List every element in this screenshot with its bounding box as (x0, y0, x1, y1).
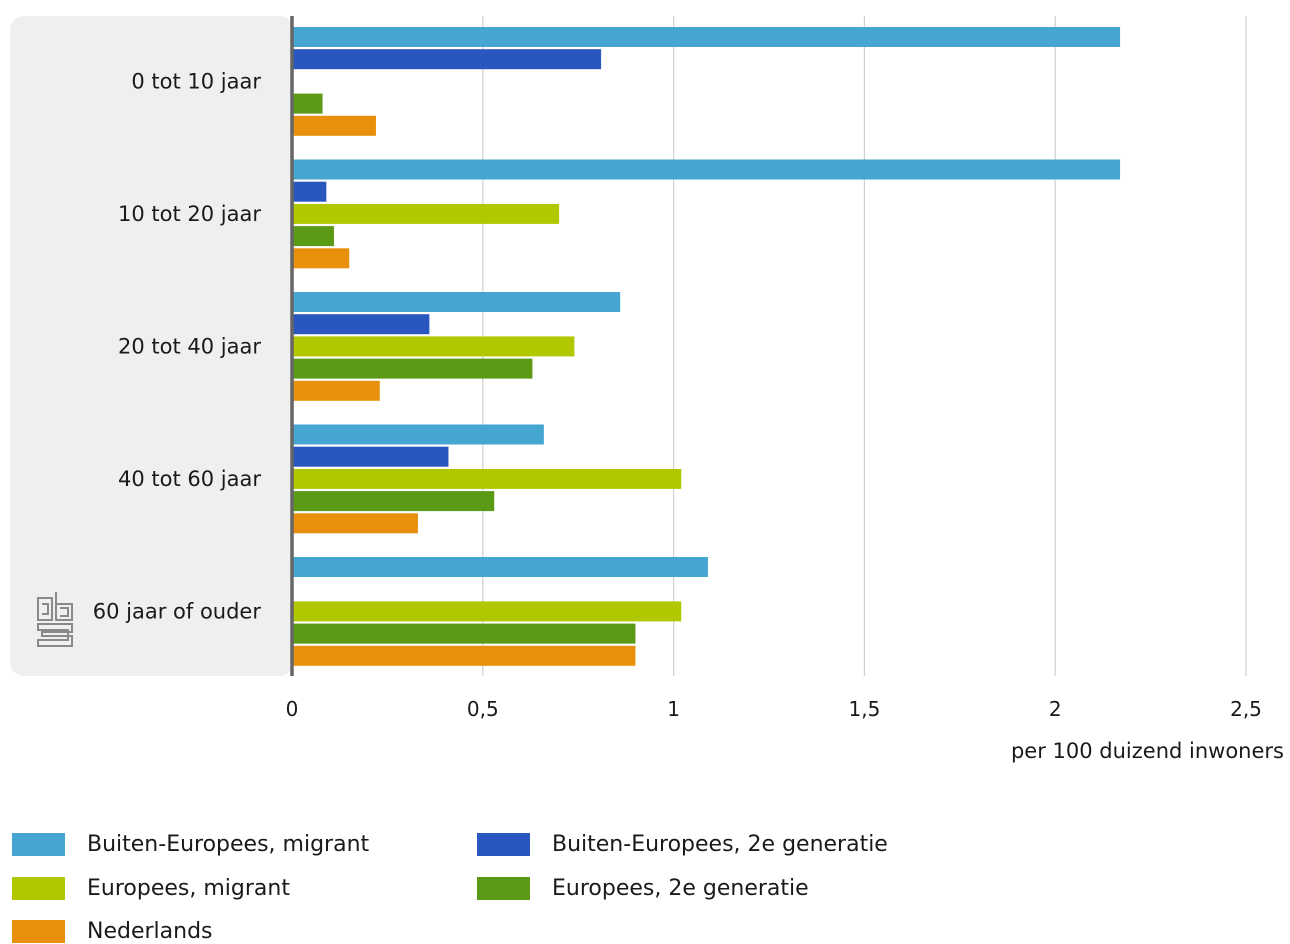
x-axis-title: per 100 duizend inwoners (1011, 739, 1284, 763)
legend-swatch (12, 832, 65, 856)
bar (293, 181, 327, 202)
bar (293, 468, 682, 489)
x-tick-label: 1 (667, 697, 680, 721)
legend-swatch (477, 876, 530, 900)
x-tick-label: 1,5 (848, 697, 880, 721)
bar (293, 491, 495, 512)
legend-swatch (12, 919, 65, 943)
legend-swatch (12, 876, 65, 900)
x-tick-labels: 0 0,5 1 1,5 2 2,5 (286, 697, 1262, 721)
bars (293, 27, 1121, 666)
legend-label: Buiten-Europees, migrant (87, 831, 370, 857)
category-label: 60 jaar of ouder (93, 600, 262, 624)
cbs-logo-icon (37, 592, 73, 647)
x-tick-label: 0,5 (467, 697, 499, 721)
bar (293, 93, 323, 114)
bar (293, 557, 708, 577)
bar (293, 203, 560, 224)
legend-item: Nederlands (12, 918, 213, 944)
category-label: 10 tot 20 jaar (118, 202, 261, 226)
x-tick-label: 2 (1049, 697, 1062, 721)
bar (293, 380, 380, 401)
x-tick-label: 2,5 (1230, 697, 1262, 721)
bar (293, 49, 602, 70)
legend-item: Buiten-Europees, 2e generatie (477, 831, 888, 857)
bar (293, 424, 544, 445)
legend-label: Europees, migrant (87, 875, 290, 901)
category-label: 20 tot 40 jaar (118, 335, 261, 359)
category-label: 40 tot 60 jaar (118, 467, 261, 491)
bar (293, 292, 621, 312)
bar-chart: 0 tot 10 jaar 10 tot 20 jaar 20 tot 40 jaa… (10, 16, 1284, 763)
legend-label: Buiten-Europees, 2e generatie (552, 831, 888, 857)
bar (293, 358, 533, 379)
bar (293, 645, 636, 666)
legend-label: Europees, 2e generatie (552, 875, 809, 901)
legend: Buiten-Europees, migrant Buiten-Europees,… (12, 826, 1012, 944)
legend-label: Nederlands (87, 918, 213, 944)
bar (293, 248, 350, 269)
legend-swatch (477, 832, 530, 856)
x-tick-label: 0 (286, 697, 299, 721)
category-panel (10, 16, 294, 676)
legend-item: Europees, 2e generatie (477, 875, 809, 901)
bar (293, 446, 449, 467)
bar (293, 226, 334, 247)
category-labels: 0 tot 10 jaar 10 tot 20 jaar 20 tot 40 jaa… (93, 70, 262, 624)
bar (293, 159, 1121, 180)
legend-item: Europees, migrant (12, 875, 290, 901)
category-label: 0 tot 10 jaar (131, 70, 261, 94)
bar (293, 623, 636, 644)
bar (293, 27, 1121, 47)
bar (293, 115, 376, 136)
bar (293, 336, 575, 357)
legend-item: Buiten-Europees, migrant (12, 831, 369, 857)
bar (293, 314, 430, 335)
bar (293, 601, 682, 622)
bar (293, 513, 418, 534)
